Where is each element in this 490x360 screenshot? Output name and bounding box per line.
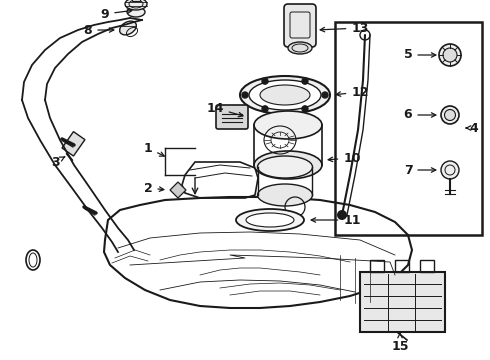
Bar: [360, 272, 445, 332]
Text: 14: 14: [206, 102, 243, 117]
Ellipse shape: [254, 151, 322, 179]
Text: 1: 1: [144, 141, 164, 156]
Ellipse shape: [260, 85, 310, 105]
Text: 13: 13: [320, 22, 368, 35]
Circle shape: [322, 92, 328, 98]
Text: 9: 9: [100, 8, 132, 21]
Ellipse shape: [258, 184, 313, 206]
Ellipse shape: [258, 156, 313, 178]
Text: 12: 12: [336, 85, 369, 99]
Ellipse shape: [246, 213, 294, 227]
Ellipse shape: [288, 42, 312, 54]
Text: 5: 5: [404, 49, 436, 62]
Ellipse shape: [254, 111, 322, 139]
FancyBboxPatch shape: [216, 105, 248, 129]
Bar: [395, 260, 409, 272]
Ellipse shape: [444, 109, 456, 121]
Text: 3: 3: [50, 156, 65, 168]
Ellipse shape: [127, 7, 145, 17]
Text: 10: 10: [328, 152, 361, 165]
Circle shape: [441, 161, 459, 179]
Bar: [62, 132, 85, 156]
Circle shape: [302, 78, 308, 84]
Text: 8: 8: [84, 23, 114, 36]
Bar: [132, 0, 140, 1]
Text: 15: 15: [391, 333, 409, 352]
Ellipse shape: [125, 0, 147, 10]
Circle shape: [302, 106, 308, 112]
Bar: [335, 22, 482, 235]
Ellipse shape: [236, 209, 304, 231]
Ellipse shape: [439, 44, 461, 66]
Text: 4: 4: [466, 122, 478, 135]
Ellipse shape: [441, 106, 459, 124]
Circle shape: [337, 210, 347, 220]
Circle shape: [262, 106, 268, 112]
Ellipse shape: [240, 76, 330, 114]
Polygon shape: [170, 182, 186, 198]
Bar: [370, 260, 384, 272]
Bar: [420, 260, 434, 272]
Text: 11: 11: [311, 213, 361, 226]
Text: 2: 2: [144, 181, 164, 194]
FancyBboxPatch shape: [284, 4, 316, 47]
Text: 7: 7: [404, 163, 436, 176]
Ellipse shape: [249, 80, 321, 110]
Text: 6: 6: [404, 108, 436, 122]
Ellipse shape: [120, 21, 136, 35]
Ellipse shape: [443, 48, 457, 62]
Circle shape: [242, 92, 248, 98]
Circle shape: [262, 78, 268, 84]
